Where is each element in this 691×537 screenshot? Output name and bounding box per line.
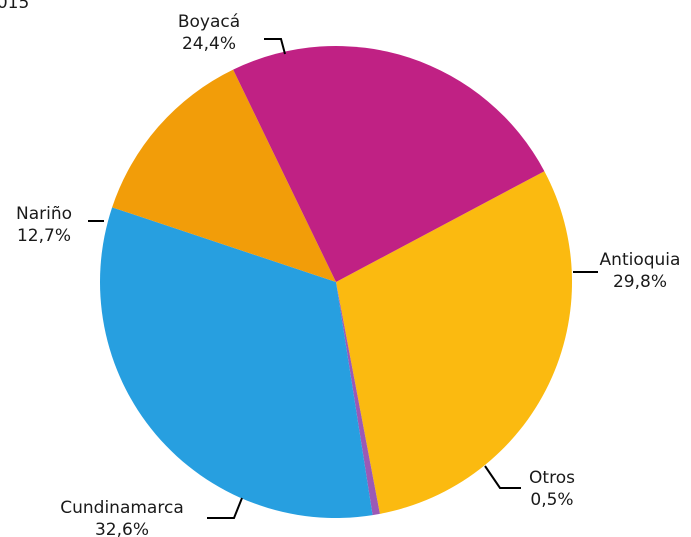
pie-slice-narino <box>112 69 337 282</box>
chart-title: 2015 <box>0 0 29 13</box>
label-boyaca-value: 24,4% <box>182 34 236 54</box>
leader-cundinamarca <box>207 497 243 519</box>
label-cundinamarca-name: Cundinamarca <box>60 498 183 518</box>
label-antioquia-name: Antioquia <box>600 250 681 270</box>
pie-slice-antioquia <box>336 171 573 514</box>
label-antioquia-value: 29,8% <box>613 272 667 292</box>
pie-slice-boyaca <box>233 46 545 282</box>
pie-slices <box>100 46 573 519</box>
label-boyaca-name: Boyacá <box>178 12 240 32</box>
label-narino-value: 12,7% <box>17 226 71 246</box>
label-otros-value: 0,5% <box>530 490 573 510</box>
pie-slice-otros <box>336 282 380 516</box>
label-narino-name: Nariño <box>16 204 72 224</box>
label-cundinamarca-value: 32,6% <box>95 520 149 537</box>
leader-boyaca <box>264 38 286 55</box>
label-otros-name: Otros <box>529 468 575 488</box>
pie-slice-cundinamarca <box>100 207 373 519</box>
leader-otros <box>484 465 521 489</box>
